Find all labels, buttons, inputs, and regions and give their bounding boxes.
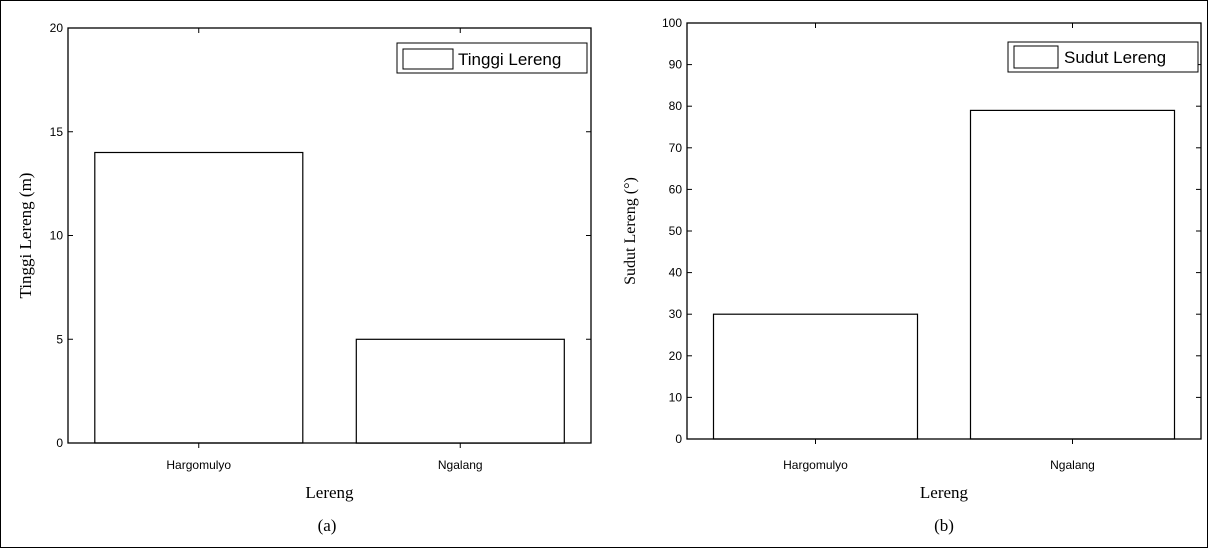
- legend-swatch: [1013, 45, 1059, 69]
- chart-a: 0 5 10 15 20 Hargomulyo Ngalang Lereng Tinggi Le…: [16, 21, 592, 535]
- bar-ngalang: [969, 109, 1176, 440]
- y-tick-label: 0: [675, 432, 682, 446]
- figure-caption: (b): [934, 516, 954, 535]
- y-tick-label: 5: [56, 332, 63, 346]
- x-tick-label: Ngalang: [438, 458, 483, 472]
- y-tick-label: 90: [669, 58, 683, 72]
- y-tick-label: 10: [50, 229, 64, 243]
- y-axis-label: Tinggi Lereng (m): [16, 173, 35, 299]
- x-tick-label: Ngalang: [1050, 458, 1095, 472]
- y-tick-label: 0: [56, 436, 63, 450]
- y-tick-label: 20: [50, 21, 64, 35]
- y-tick-label: 50: [669, 224, 683, 238]
- x-tick-label: Hargomulyo: [166, 458, 231, 472]
- y-axis-label: Sudut Lereng (°): [622, 177, 639, 285]
- y-tick-label: 10: [669, 390, 683, 404]
- bar-ngalang: [355, 338, 565, 444]
- y-tick-label: 30: [669, 307, 683, 321]
- y-tick-label: 80: [669, 99, 683, 113]
- legend-label: Sudut Lereng: [1064, 48, 1166, 67]
- y-tick-label: 100: [662, 16, 682, 30]
- y-tick-label: 20: [669, 349, 683, 363]
- legend-swatch: [402, 48, 454, 70]
- y-tick-label: 40: [669, 266, 683, 280]
- legend-label: Tinggi Lereng: [458, 50, 561, 69]
- x-tick-label: Hargomulyo: [783, 458, 848, 472]
- y-tick-label: 70: [669, 141, 683, 155]
- bar-hargomulyo: [94, 151, 304, 444]
- x-axis-label: Lereng: [920, 483, 969, 502]
- y-tick-label: 15: [50, 125, 64, 139]
- figure-caption: (a): [318, 516, 337, 535]
- x-axis-label: Lereng: [305, 483, 354, 502]
- y-tick-label: 60: [669, 182, 683, 196]
- bar-hargomulyo: [712, 313, 919, 440]
